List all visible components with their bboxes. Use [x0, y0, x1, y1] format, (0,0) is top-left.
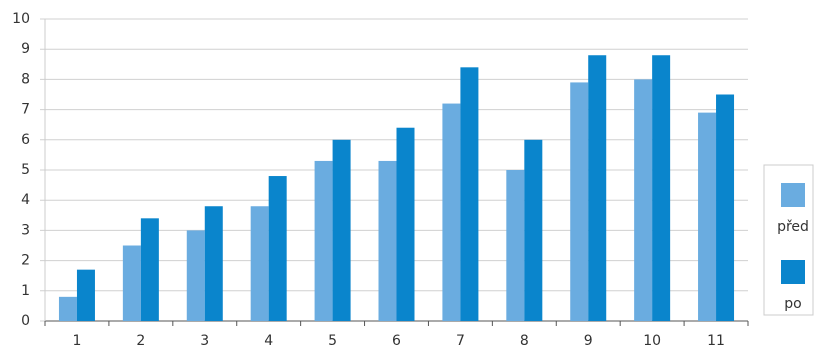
x-tick-label: 8: [520, 333, 529, 349]
legend-label: po: [784, 296, 801, 312]
x-tick-label: 7: [456, 333, 465, 349]
y-tick-label: 5: [21, 162, 30, 178]
bar: [268, 176, 287, 321]
bar: [250, 206, 269, 321]
bar: [652, 55, 671, 322]
bar: [186, 230, 205, 321]
y-tick-label: 0: [21, 313, 30, 329]
bar: [314, 160, 333, 321]
bar: [204, 206, 223, 321]
bar: [76, 269, 95, 321]
y-tick-label: 10: [12, 11, 30, 27]
y-tick-label: 4: [21, 192, 30, 208]
y-tick-label: 2: [21, 253, 30, 269]
bar: [58, 296, 77, 321]
x-tick-label: 2: [136, 333, 145, 349]
bar: [378, 160, 397, 321]
bar: [524, 139, 543, 321]
y-tick-label: 8: [21, 71, 30, 87]
legend-swatch: [781, 260, 805, 284]
x-tick-label: 1: [72, 333, 81, 349]
bar: [634, 79, 653, 322]
bar: [570, 82, 589, 321]
bar: [396, 127, 415, 321]
bar: [588, 55, 607, 322]
x-tick-label: 5: [328, 333, 337, 349]
y-tick-label: 9: [21, 41, 30, 57]
x-tick-label: 11: [707, 333, 725, 349]
y-tick-label: 6: [21, 132, 30, 148]
bar: [716, 94, 735, 321]
bar: [122, 245, 141, 321]
legend-label: před: [777, 219, 809, 235]
bar: [442, 103, 461, 321]
legend-swatch: [781, 183, 805, 207]
y-tick-label: 1: [21, 283, 30, 299]
x-tick-label: 9: [584, 333, 593, 349]
x-tick-label: 3: [200, 333, 209, 349]
bar: [460, 67, 479, 321]
x-tick-label: 10: [643, 333, 661, 349]
y-tick-label: 7: [21, 102, 30, 118]
bar: [506, 170, 525, 321]
x-tick-label: 4: [264, 333, 273, 349]
bar: [332, 139, 351, 321]
bar: [698, 112, 717, 322]
y-tick-label: 3: [21, 222, 30, 238]
x-tick-label: 6: [392, 333, 401, 349]
bar: [140, 218, 159, 321]
